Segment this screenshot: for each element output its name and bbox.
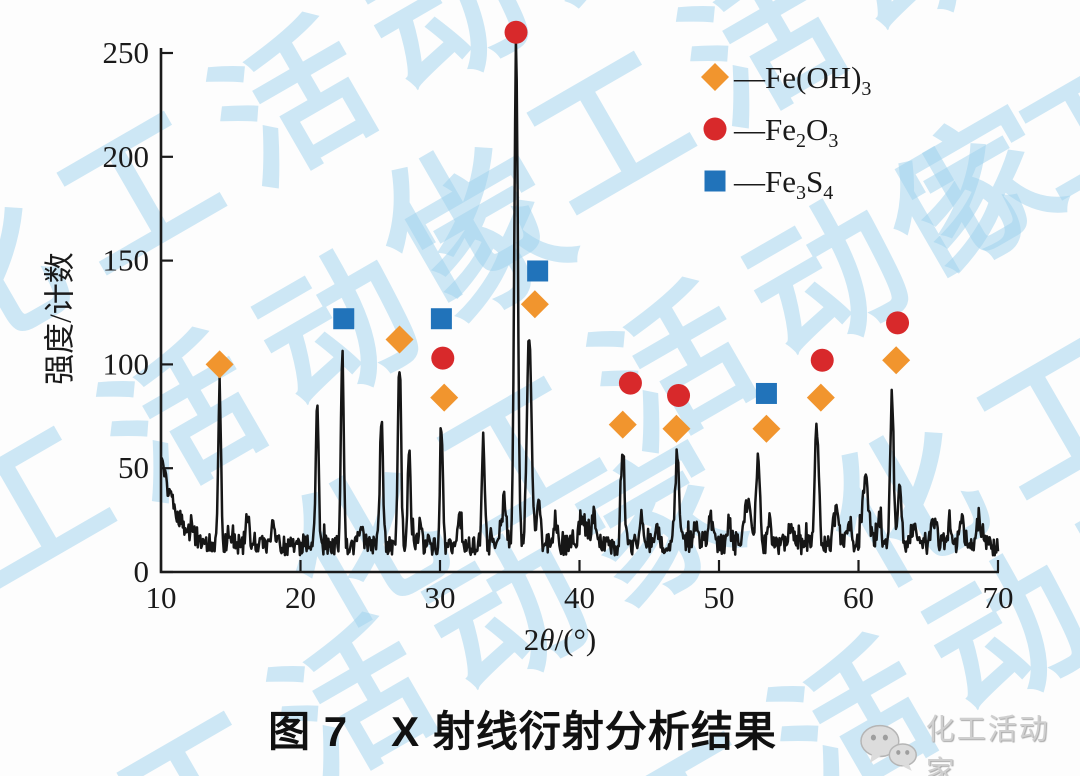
y-tick-label: 50 bbox=[118, 450, 149, 485]
marker-circle-Fe2O3 bbox=[667, 384, 691, 408]
y-axis-title: 强度/计数 bbox=[42, 252, 78, 385]
y-tick-label: 150 bbox=[103, 243, 150, 278]
legend-row-Fe(OH)3: —Fe(OH)3 bbox=[698, 51, 871, 103]
y-tick-label: 100 bbox=[103, 346, 150, 381]
x-tick-label: 20 bbox=[285, 580, 316, 615]
legend-label-subscript: 3 bbox=[861, 77, 872, 100]
marker-diamond-Fe(OH)3 bbox=[520, 290, 549, 319]
legend-label-segment: O bbox=[806, 111, 829, 147]
marker-circle-Fe2O3 bbox=[431, 346, 455, 370]
figure-caption: 图 7 X 射线衍射分析结果 bbox=[268, 708, 777, 755]
marker-square-Fe3S4 bbox=[527, 260, 549, 282]
marker-square-Fe3S4 bbox=[755, 382, 777, 404]
x-tick-label: 60 bbox=[843, 580, 874, 615]
x-tick-label: 50 bbox=[704, 580, 735, 615]
wechat-bubbles-icon bbox=[860, 724, 917, 771]
marker-circle-Fe2O3 bbox=[886, 311, 910, 335]
brand-logo-text: 化工活动家 bbox=[925, 714, 1050, 776]
marker-circle-Fe2O3 bbox=[810, 348, 834, 372]
x-axis-title-suffix: /(°) bbox=[554, 622, 597, 657]
marker-circle-Fe2O3 bbox=[618, 371, 642, 395]
marker-diamond-Fe(OH)3 bbox=[385, 325, 414, 354]
x-axis-title-theta: θ bbox=[539, 622, 555, 657]
marker-square-Fe3S4 bbox=[430, 308, 452, 330]
marker-diamond-Fe(OH)3 bbox=[882, 346, 911, 375]
legend-label-Fe2O3: —Fe2O3 bbox=[734, 111, 838, 151]
x-tick-label: 40 bbox=[564, 580, 595, 615]
x-tick-label: 70 bbox=[983, 580, 1014, 615]
legend-label-Fe(OH)3: —Fe(OH)3 bbox=[734, 59, 871, 99]
legend-label-Fe3S4: —Fe3S4 bbox=[734, 163, 833, 203]
legend-square-icon bbox=[704, 170, 726, 192]
x-tick-label: 10 bbox=[146, 580, 177, 615]
y-tick-label: 250 bbox=[103, 35, 150, 70]
legend-label-segment: S bbox=[806, 163, 824, 199]
x-tick-label: 30 bbox=[425, 580, 456, 615]
legend-row-Fe2O3: —Fe2O3 bbox=[698, 103, 871, 155]
marker-diamond-Fe(OH)3 bbox=[205, 350, 234, 379]
legend-diamond-icon bbox=[701, 63, 729, 91]
legend-label-subscript: 3 bbox=[796, 181, 806, 204]
legend-row-Fe3S4: —Fe3S4 bbox=[698, 155, 871, 207]
xrd-chart: 0 50 100 150 200 250 10 20 30 40 50 60 70 bbox=[103, 20, 1014, 615]
legend-label-segment: —Fe(OH) bbox=[734, 59, 862, 95]
xrd-trace bbox=[160, 38, 1000, 557]
y-tick-label: 0 bbox=[134, 554, 150, 589]
brand-logo: 化工活动家 bbox=[858, 706, 1080, 776]
legend-marker-shape bbox=[701, 63, 729, 91]
marker-circle-Fe2O3 bbox=[504, 20, 528, 44]
legend-label-segment: —Fe bbox=[734, 163, 796, 199]
marker-diamond-Fe(OH)3 bbox=[806, 383, 835, 412]
legend-circle-icon bbox=[703, 117, 727, 141]
axis-frame bbox=[159, 48, 999, 574]
legend-marker-shape bbox=[704, 170, 726, 192]
x-axis-title-prefix: 2 bbox=[523, 622, 540, 657]
legend-label-subscript: 3 bbox=[828, 129, 839, 152]
x-axis-title: 2θ/(°) bbox=[460, 622, 660, 658]
chart-legend: —Fe(OH)3 —Fe2O3 —Fe3S4 bbox=[698, 51, 871, 207]
marker-diamond-Fe(OH)3 bbox=[752, 414, 781, 443]
legend-label-subscript: 4 bbox=[823, 181, 834, 204]
y-tick-label: 200 bbox=[103, 139, 150, 174]
legend-marker-shape bbox=[703, 117, 727, 141]
marker-diamond-Fe(OH)3 bbox=[608, 410, 637, 439]
marker-diamond-Fe(OH)3 bbox=[430, 383, 459, 412]
marker-diamond-Fe(OH)3 bbox=[662, 414, 691, 443]
marker-square-Fe3S4 bbox=[333, 308, 355, 330]
legend-label-segment: —Fe bbox=[734, 111, 796, 147]
legend-label-subscript: 2 bbox=[796, 129, 806, 152]
